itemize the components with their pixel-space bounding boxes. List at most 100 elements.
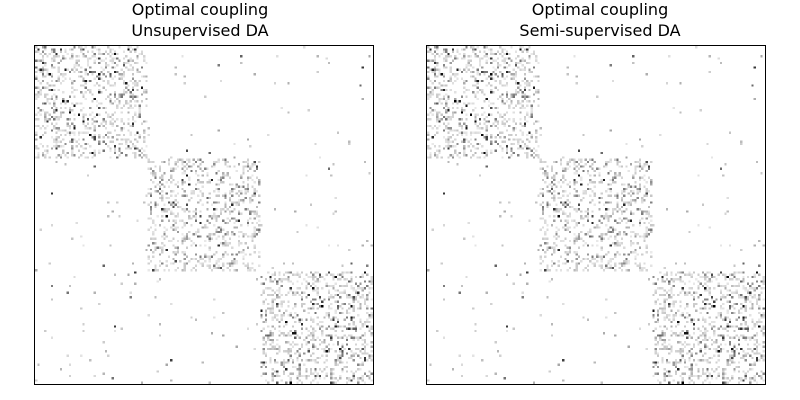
heatmap-cell <box>68 363 72 366</box>
heatmap-cell <box>332 368 335 371</box>
heatmap-cell <box>623 210 626 213</box>
heatmap-cell <box>746 296 750 299</box>
heatmap-cell <box>546 228 549 231</box>
heatmap-cell <box>113 273 117 276</box>
heatmap-cell <box>68 131 72 134</box>
heatmap-cell <box>267 381 270 384</box>
heatmap-cell <box>80 75 83 78</box>
heatmap-cell <box>650 201 653 204</box>
heatmap-cell <box>647 176 651 179</box>
heatmap-cell <box>334 334 337 337</box>
heatmap-cell <box>577 262 581 265</box>
heatmap-cell <box>650 255 653 258</box>
heatmap-cell <box>113 70 117 74</box>
heatmap-cell <box>345 316 349 319</box>
heatmap-cell <box>330 370 333 373</box>
heatmap-cell <box>62 73 65 76</box>
heatmap-cell <box>84 113 87 116</box>
heatmap-cell <box>208 196 211 200</box>
heatmap-cell <box>287 82 290 85</box>
heatmap-cell <box>447 156 450 159</box>
heatmap-cell <box>575 239 578 243</box>
heatmap-cell <box>98 73 101 76</box>
heatmap-cell <box>577 233 581 236</box>
heatmap-cell <box>605 224 608 227</box>
heatmap-cell <box>145 104 148 107</box>
heatmap-cell <box>537 154 540 157</box>
heatmap-cell <box>332 273 335 276</box>
heatmap-cell <box>98 52 101 56</box>
heatmap-cell <box>523 66 527 69</box>
heatmap-cell <box>253 251 256 254</box>
heatmap-cell <box>327 167 331 170</box>
heatmap-cell <box>731 377 734 380</box>
heatmap-cell <box>219 210 223 213</box>
heatmap-cell <box>170 190 173 193</box>
heatmap-cell <box>262 352 265 355</box>
heatmap-cell <box>303 291 306 294</box>
heatmap-cell <box>246 262 250 265</box>
heatmap-cell <box>476 142 479 146</box>
heatmap-cell <box>609 129 612 132</box>
heatmap-cell <box>481 79 484 83</box>
heatmap-cell <box>219 257 223 261</box>
heatmap-cell <box>287 341 290 344</box>
heatmap-cell <box>724 343 727 346</box>
heatmap-cell <box>161 235 164 238</box>
heatmap-cell <box>546 264 549 267</box>
heatmap-cell <box>634 167 637 170</box>
heatmap-cell <box>485 46 488 49</box>
heatmap-cell <box>336 325 340 328</box>
heatmap-cell <box>663 377 666 380</box>
heatmap-cell <box>544 230 547 234</box>
heatmap-cell <box>665 298 669 301</box>
heatmap-cell <box>728 356 732 360</box>
heatmap-cell <box>273 208 277 211</box>
heatmap-cell <box>580 158 583 161</box>
heatmap-cell <box>555 244 558 247</box>
heatmap-cell <box>152 255 155 258</box>
heatmap-cell <box>503 118 506 121</box>
heatmap-cell <box>303 338 306 342</box>
heatmap-cell <box>226 253 229 256</box>
heatmap-cell <box>618 266 621 270</box>
heatmap-cell <box>668 55 671 58</box>
chart-title-line1: Optimal coupling <box>131 0 269 19</box>
heatmap-cell <box>620 212 624 215</box>
heatmap-cell <box>231 194 234 197</box>
heatmap-cell <box>37 59 40 62</box>
heatmap-cell <box>496 88 500 92</box>
heatmap-cell <box>89 133 92 137</box>
heatmap-cell <box>553 262 556 265</box>
heatmap-cell <box>668 372 671 375</box>
heatmap-cell <box>291 316 295 319</box>
heatmap-cell <box>688 350 691 353</box>
heatmap-cell <box>431 68 434 71</box>
heatmap-cell <box>273 273 277 276</box>
heatmap-cell <box>758 320 761 324</box>
heatmap-cell <box>737 316 741 319</box>
heatmap-cell <box>262 289 265 292</box>
heatmap-cell <box>113 151 117 155</box>
heatmap-cell <box>361 287 364 290</box>
heatmap-cell <box>181 172 184 175</box>
heatmap-cell <box>490 84 493 87</box>
heatmap-cell <box>607 237 610 240</box>
heatmap-cell <box>751 318 754 321</box>
heatmap-cell <box>429 50 432 53</box>
heatmap-cell <box>104 57 108 60</box>
heatmap-cell <box>447 109 450 112</box>
heatmap-cell <box>109 50 112 53</box>
heatmap-cell <box>609 178 612 182</box>
heatmap-cell <box>449 88 452 92</box>
heatmap-cell <box>267 336 270 339</box>
heatmap-cell <box>704 334 707 337</box>
heatmap-cell <box>710 374 714 378</box>
heatmap-cell <box>246 190 250 193</box>
heatmap-cell <box>616 160 619 164</box>
heatmap-cell <box>357 336 360 339</box>
heatmap-cell <box>609 264 612 267</box>
heatmap-cell <box>68 374 72 378</box>
heatmap-cell <box>593 257 596 261</box>
heatmap-cell <box>481 70 484 74</box>
